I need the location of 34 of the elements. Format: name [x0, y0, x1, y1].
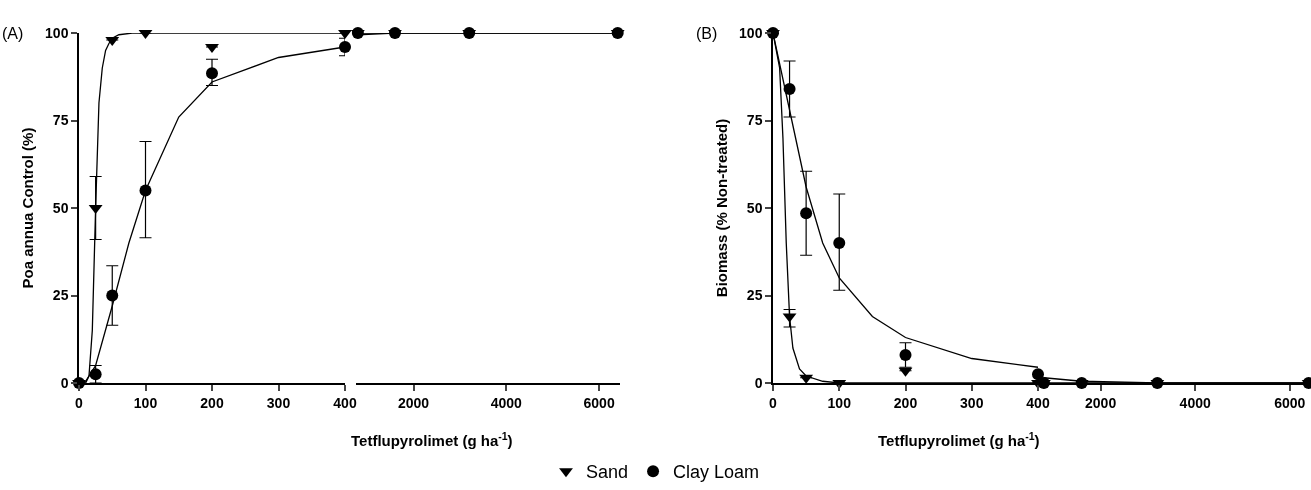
x-tick-label: 200: [893, 394, 918, 411]
x-axis-title: Tetflupyrolimet (g ha$^{-1}$): [351, 430, 513, 450]
y-tick-label: 0: [60, 374, 69, 391]
x-tick-label: 2000: [1085, 394, 1117, 411]
x-tick-label: 400: [1026, 394, 1050, 411]
x-tick-label: 4000: [490, 394, 523, 411]
legend-label: Clay Loam: [673, 462, 760, 483]
x-tick-label: 400: [333, 394, 357, 411]
y-tick-label: 75: [52, 112, 69, 129]
x-tick-label: 2000: [397, 394, 430, 411]
y-tick-label: 75: [746, 112, 763, 129]
x-tick-label: 0: [769, 394, 778, 411]
x-tick-label: 300: [266, 394, 291, 411]
x-tick-label: 6000: [583, 394, 615, 411]
y-tick-label: 0: [754, 374, 763, 391]
y-tick-label: 25: [52, 287, 69, 304]
y-axis-title: Biomass (% Non-treated): [712, 118, 730, 298]
y-tick-label: 100: [45, 24, 69, 41]
x-tick-label: 100: [827, 394, 852, 411]
text: (A): [2, 25, 24, 42]
x-axis-title: Tetflupyrolimet (g ha$^{-1}$): [878, 430, 1040, 450]
text: (B): [696, 25, 718, 42]
y-tick-label: 100: [739, 24, 763, 41]
x-tick-label: 0: [75, 394, 84, 411]
x-tick-label: 4000: [1179, 394, 1211, 411]
x-tick-label: 6000: [1274, 394, 1306, 411]
x-tick-label: 300: [960, 394, 984, 411]
x-tick-label: 200: [200, 394, 224, 411]
legend-label: Sand: [586, 462, 629, 483]
x-tick-label: 100: [133, 394, 158, 411]
y-axis-title: Poa annua Control (%): [18, 127, 36, 289]
y-tick-label: 50: [746, 199, 763, 216]
y-tick-label: 25: [746, 287, 763, 304]
y-tick-label: 50: [52, 199, 69, 216]
